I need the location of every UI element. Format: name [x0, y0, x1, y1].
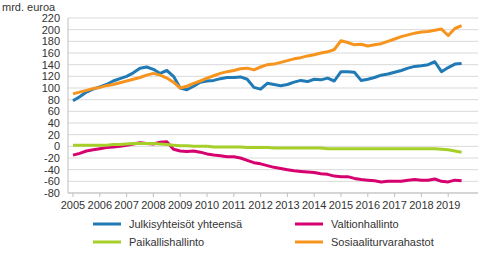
x-tick: [314, 193, 315, 197]
x-tick-label: 2011: [222, 199, 246, 211]
x-tick: [287, 193, 288, 197]
y-tick-label: 220: [42, 12, 60, 24]
chart: mrd. euroa-80-60-40-20020406080100120140…: [0, 0, 500, 260]
y-tick-label: 0: [54, 140, 60, 152]
grid-line: [68, 123, 478, 124]
legend-swatch: [295, 223, 323, 226]
y-tick-label: 120: [42, 70, 60, 82]
grid-line: [68, 193, 478, 194]
x-tick-label: 2017: [382, 199, 406, 211]
x-tick-label: 2014: [302, 199, 326, 211]
x-axis: [68, 193, 478, 194]
grid-line: [68, 99, 478, 100]
legend-label: Sosiaaliturvarahastot: [331, 236, 434, 248]
x-tick: [126, 193, 127, 197]
y-tick-label: 160: [42, 47, 60, 59]
legend-swatch: [295, 241, 323, 244]
x-tick-label: 2006: [88, 199, 112, 211]
y-tick-label: 100: [42, 82, 60, 94]
y-tick-label: -20: [44, 152, 60, 164]
x-tick: [341, 193, 342, 197]
x-tick-label: 2012: [248, 199, 272, 211]
series-line: [73, 26, 462, 94]
x-tick: [180, 193, 181, 197]
y-tick-label: -40: [44, 164, 60, 176]
grid-line: [68, 169, 478, 170]
y-tick-label: 200: [42, 24, 60, 36]
x-tick: [73, 193, 74, 197]
grid-line: [68, 18, 478, 19]
x-tick-label: 2010: [195, 199, 219, 211]
y-tick-label: 20: [48, 129, 60, 141]
grid-line: [68, 41, 478, 42]
x-tick: [233, 193, 234, 197]
legend-swatch: [93, 223, 121, 226]
y-tick-label: 80: [48, 94, 60, 106]
grid-line: [68, 158, 478, 159]
legend-label: Valtionhallinto: [331, 218, 399, 230]
x-tick-label: 2019: [436, 199, 460, 211]
legend-label: Julkisyhteisöt yhteensä: [129, 218, 243, 230]
plot-area: [73, 26, 462, 182]
grid-line: [68, 134, 478, 135]
series-line: [73, 143, 462, 152]
y-tick-label: -80: [44, 187, 60, 199]
grid-line: [68, 53, 478, 54]
x-tick-label: 2008: [141, 199, 165, 211]
x-tick-label: 2018: [409, 199, 433, 211]
x-tick-label: 2009: [168, 199, 192, 211]
y-tick-label: 140: [42, 59, 60, 71]
grid-line: [68, 111, 478, 112]
grid-line: [68, 29, 478, 30]
y-tick-label: 180: [42, 35, 60, 47]
x-tick-label: 2005: [61, 199, 85, 211]
x-tick: [153, 193, 154, 197]
x-tick: [367, 193, 368, 197]
x-tick-label: 2007: [114, 199, 138, 211]
legend-swatch: [93, 241, 121, 244]
x-tick: [448, 193, 449, 197]
x-tick: [207, 193, 208, 197]
legend-label: Paikallishallinto: [129, 236, 204, 248]
y-tick-label: 40: [48, 117, 60, 129]
x-tick-label: 2015: [329, 199, 353, 211]
series-line: [73, 142, 462, 182]
x-tick-label: 2016: [356, 199, 380, 211]
y-axis: [68, 18, 69, 193]
y-tick-label: -60: [44, 175, 60, 187]
x-tick: [99, 193, 100, 197]
x-tick: [260, 193, 261, 197]
y-tick-label: 60: [48, 105, 60, 117]
x-tick-label: 2013: [275, 199, 299, 211]
x-tick: [421, 193, 422, 197]
x-tick: [394, 193, 395, 197]
grid-line: [68, 88, 478, 89]
